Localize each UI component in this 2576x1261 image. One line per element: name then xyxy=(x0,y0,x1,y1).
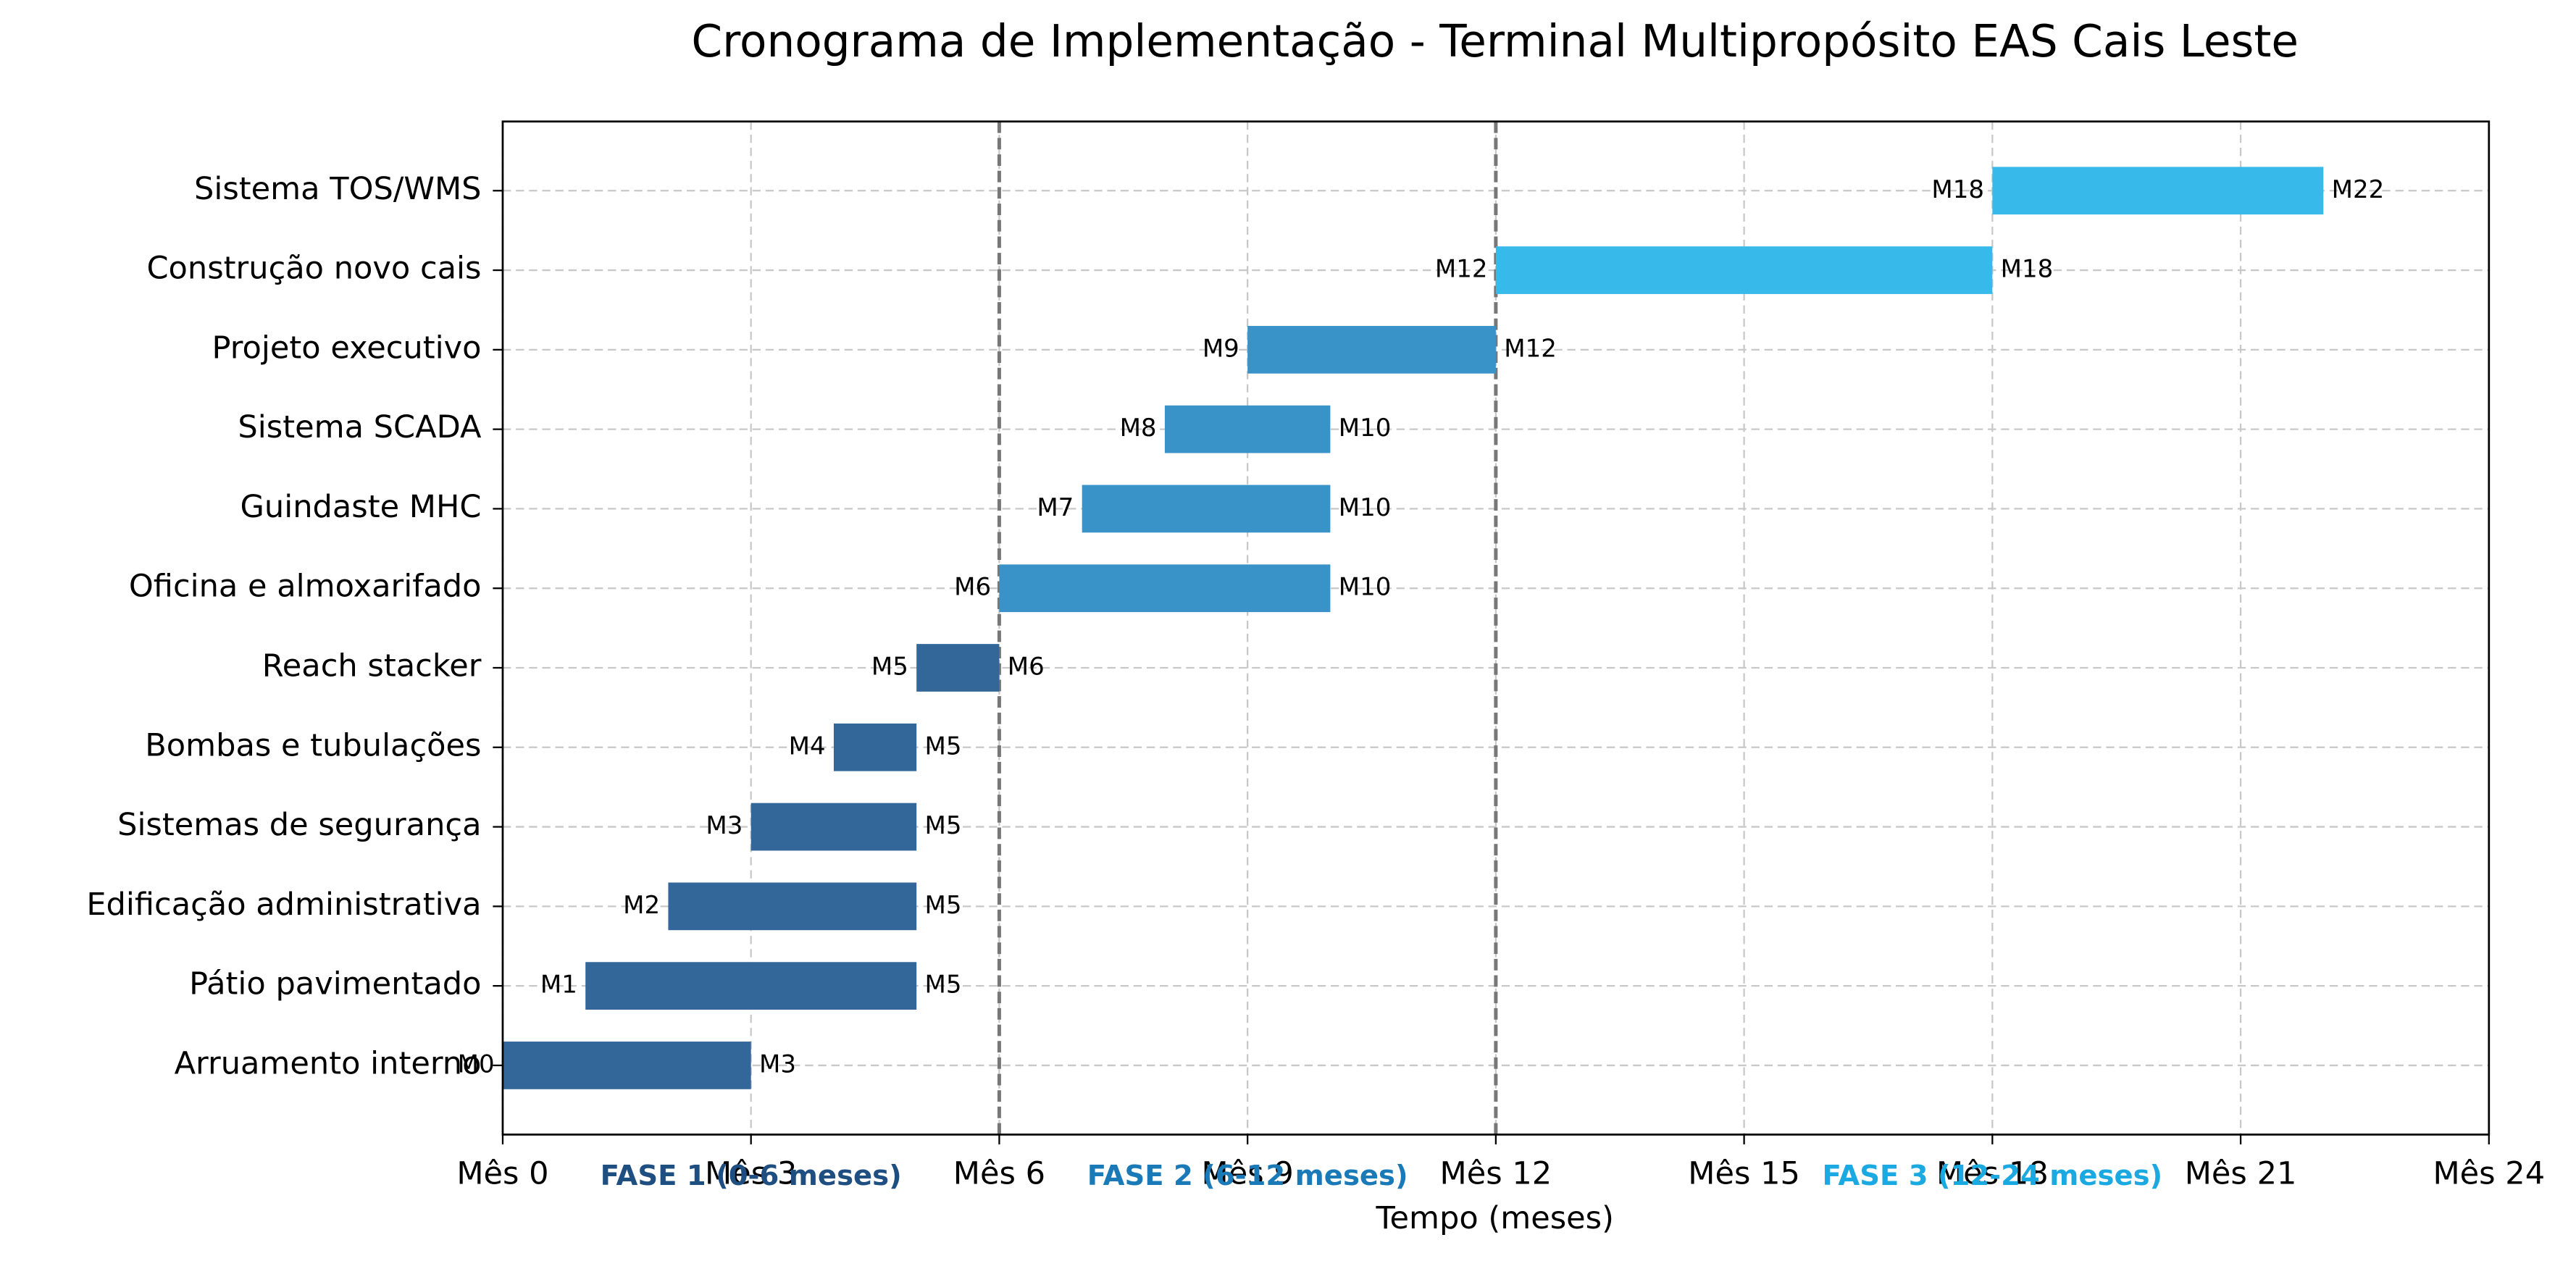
bar xyxy=(668,882,917,931)
y-tick-label: Bombas e tubulações xyxy=(145,727,481,763)
x-tick-label: Mês 15 xyxy=(1688,1156,1800,1192)
end-label: M3 xyxy=(759,1050,796,1078)
x-axis-label: Tempo (meses) xyxy=(1376,1200,1614,1236)
end-label: M5 xyxy=(925,732,962,761)
end-label: M10 xyxy=(1339,493,1392,522)
start-label: M4 xyxy=(789,732,826,761)
start-label: M2 xyxy=(623,891,660,920)
y-tick-label: Sistemas de segurança xyxy=(117,807,481,843)
bar xyxy=(999,564,1331,613)
plot-frame xyxy=(501,120,2491,1136)
end-label: M5 xyxy=(925,811,962,840)
x-tick-label: Mês 0 xyxy=(456,1156,548,1192)
y-tick-label: Construção novo cais xyxy=(146,251,481,287)
end-label: M12 xyxy=(1504,334,1557,363)
end-label: M22 xyxy=(2332,175,2385,204)
y-tick-label: Sistema TOS/WMS xyxy=(194,171,481,207)
bar xyxy=(833,723,917,771)
y-tick-label: Guindaste MHC xyxy=(241,489,482,525)
bar xyxy=(1992,167,2324,215)
chart-title: Cronograma de Implementação - Terminal M… xyxy=(691,16,2299,67)
start-label: M7 xyxy=(1037,493,1074,522)
x-tick-label: Mês 24 xyxy=(2433,1156,2545,1192)
end-label: M10 xyxy=(1339,414,1392,443)
end-label: M10 xyxy=(1339,573,1392,602)
start-label: M9 xyxy=(1203,334,1239,363)
end-label: M5 xyxy=(925,891,962,920)
end-label: M5 xyxy=(925,971,962,1000)
bar xyxy=(750,803,917,851)
phase-label: FASE 1 (0-6 meses) xyxy=(601,1160,902,1192)
bar xyxy=(1164,405,1331,453)
start-label: M1 xyxy=(540,971,577,1000)
x-tick-label: Mês 6 xyxy=(953,1156,1045,1192)
bar xyxy=(585,962,917,1010)
x-tick-label: Mês 9 xyxy=(1202,1156,1294,1192)
bar xyxy=(916,644,1000,692)
phase-label: FASE 3 (12-24 meses) xyxy=(1822,1160,2162,1192)
x-tick-label: Mês 3 xyxy=(705,1156,797,1192)
y-tick-label: Projeto executivo xyxy=(212,330,482,366)
end-label: M6 xyxy=(1008,652,1045,681)
y-tick-label: Reach stacker xyxy=(262,648,482,684)
y-tick-label: Pátio pavimentado xyxy=(189,966,481,1002)
x-tick-label: Mês 18 xyxy=(1936,1156,2049,1192)
start-label: M3 xyxy=(706,811,743,840)
y-tick-label: Oficina e almoxarifado xyxy=(129,569,482,605)
start-label: M8 xyxy=(1120,414,1157,443)
y-tick-label: Arruamento interno xyxy=(175,1045,482,1081)
start-label: M5 xyxy=(871,652,908,681)
x-tick-label: Mês 12 xyxy=(1440,1156,1552,1192)
x-tick-label: Mês 21 xyxy=(2185,1156,2297,1192)
end-label: M18 xyxy=(2001,255,2054,284)
phase-label: FASE 2 (6-12 meses) xyxy=(1087,1160,1408,1192)
start-label: M18 xyxy=(1931,175,1984,204)
bar xyxy=(502,1042,751,1089)
start-label: M0 xyxy=(458,1050,495,1078)
y-tick-label: Edificação administrativa xyxy=(86,887,481,923)
bar xyxy=(1082,485,1331,533)
bar xyxy=(1495,246,1993,294)
start-label: M12 xyxy=(1435,255,1488,284)
start-label: M6 xyxy=(954,573,991,602)
bar xyxy=(1247,325,1496,374)
y-tick-label: Sistema SCADA xyxy=(238,409,482,445)
